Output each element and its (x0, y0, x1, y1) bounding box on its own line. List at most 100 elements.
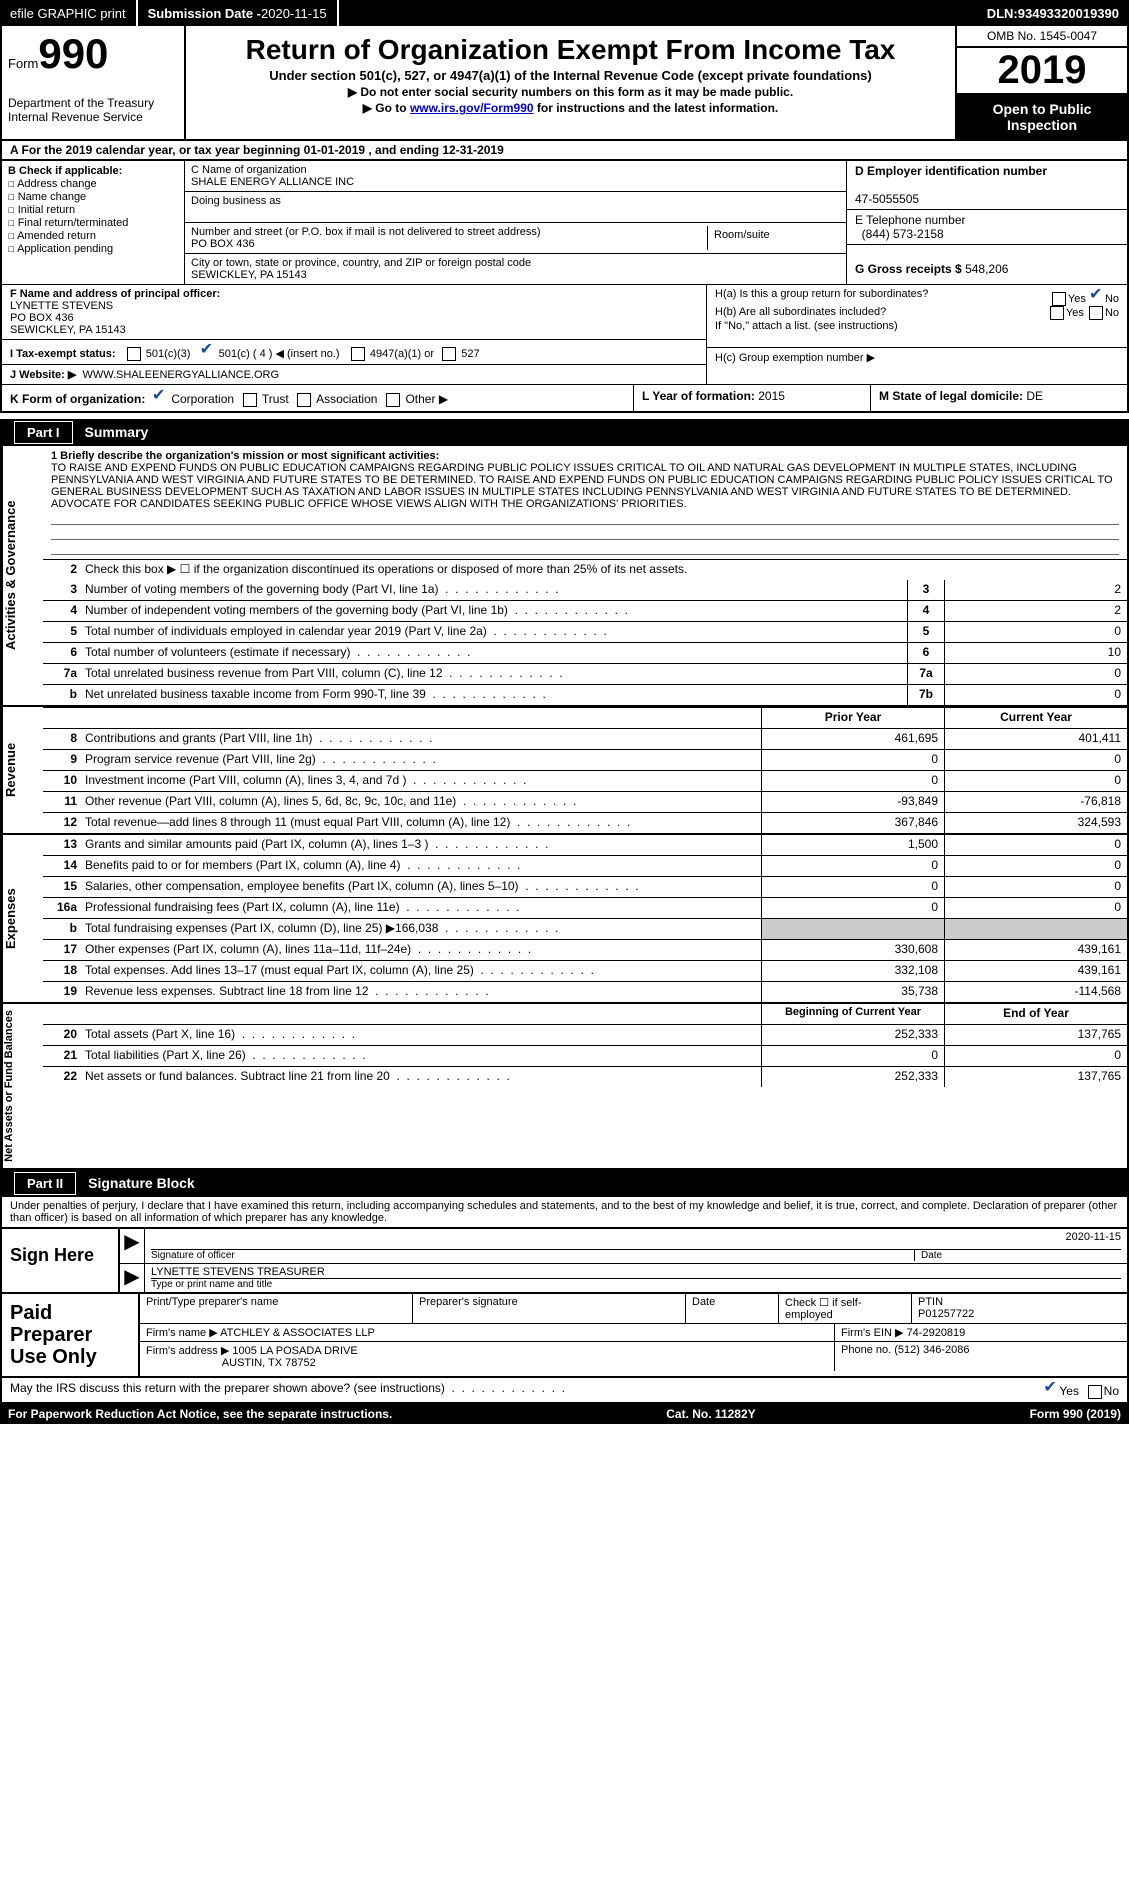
line1-intro: 1 Briefly describe the organization's mi… (51, 450, 439, 462)
ein: 47-5055505 (855, 192, 919, 206)
submission-date: Submission Date - 2020-11-15 (138, 0, 339, 26)
firm-addr1: 1005 LA POSADA DRIVE (232, 1345, 357, 1357)
street-label: Number and street (or P.O. box if mail i… (191, 226, 541, 238)
summary-row: 14Benefits paid to or for members (Part … (43, 856, 1127, 877)
vtab-net: Net Assets or Fund Balances (2, 1004, 43, 1168)
vtab-rev: Revenue (2, 707, 43, 833)
part2-num: Part II (14, 1172, 76, 1195)
irs-label: Internal Revenue Service (8, 110, 178, 124)
hb-label: H(b) Are all subordinates included? (715, 306, 886, 320)
summary-net: Net Assets or Fund Balances Beginning of… (0, 1004, 1129, 1170)
paid-preparer-block: Paid Preparer Use Only Print/Type prepar… (0, 1294, 1129, 1378)
current-year-hdr: Current Year (944, 708, 1127, 728)
form-number: 990 (38, 30, 108, 77)
summary-row: 17Other expenses (Part IX, column (A), l… (43, 940, 1127, 961)
firm-ein: 74-2920819 (907, 1327, 966, 1339)
officer-city: SEWICKLEY, PA 15143 (10, 324, 126, 336)
gross-label: G Gross receipts $ (855, 262, 962, 276)
summary-row: 13Grants and similar amounts paid (Part … (43, 835, 1127, 856)
header-title-block: Return of Organization Exempt From Incom… (186, 26, 955, 139)
top-black-bar: efile GRAPHIC print Submission Date - 20… (0, 0, 1129, 26)
summary-row: 21Total liabilities (Part X, line 26)00 (43, 1046, 1127, 1067)
street: PO BOX 436 (191, 238, 255, 250)
sign-here-block: Sign Here ▶ 2020-11-15 Signature of offi… (0, 1228, 1129, 1294)
end-year-hdr: End of Year (944, 1004, 1127, 1024)
summary-row: 22Net assets or fund balances. Subtract … (43, 1067, 1127, 1087)
paid-preparer-label: Paid Preparer Use Only (2, 1294, 140, 1376)
form-ref: Form 990 (2019) (1030, 1407, 1121, 1421)
part1-num: Part I (14, 421, 73, 444)
perjury-text: Under penalties of perjury, I declare th… (0, 1197, 1129, 1228)
website: WWW.SHALEENERGYALLIANCE.ORG (82, 369, 279, 381)
summary-row: 4Number of independent voting members of… (43, 601, 1127, 622)
officer-name-title: LYNETTE STEVENS TREASURER (151, 1266, 1121, 1279)
sign-here-label: Sign Here (2, 1229, 120, 1292)
checkmark-icon (152, 389, 168, 403)
c-name-label: C Name of organization (191, 164, 307, 176)
summary-row: 3Number of voting members of the governi… (43, 580, 1127, 601)
summary-row: 19Revenue less expenses. Subtract line 1… (43, 982, 1127, 1002)
state-domicile: DE (1026, 389, 1043, 403)
row-klm: K Form of organization: Corporation Trus… (0, 384, 1129, 413)
summary-row: 8Contributions and grants (Part VIII, li… (43, 729, 1127, 750)
may-irs-text: May the IRS discuss this return with the… (10, 1381, 565, 1399)
m-label: M State of legal domicile: (879, 389, 1026, 403)
part1-header: Part I Summary (0, 419, 1129, 446)
hc-label: H(c) Group exemption number ▶ (707, 348, 1127, 367)
b-title: B Check if applicable: (8, 165, 122, 177)
line2: Check this box ▶ ☐ if the organization d… (81, 560, 1127, 580)
dept-treasury: Department of the Treasury (8, 96, 178, 110)
officer-street: PO BOX 436 (10, 312, 74, 324)
ein-label: D Employer identification number (855, 164, 1047, 178)
firm-name: ATCHLEY & ASSOCIATES LLP (220, 1327, 375, 1339)
hb-note: If "No," attach a list. (see instruction… (715, 320, 1119, 332)
cat-no: Cat. No. 11282Y (666, 1407, 755, 1421)
vtab-ag: Activities & Governance (2, 446, 43, 705)
summary-row: 10Investment income (Part VIII, column (… (43, 771, 1127, 792)
officer-name: LYNETTE STEVENS (10, 300, 113, 312)
part2-title: Signature Block (76, 1172, 207, 1194)
open-to-public: Open to Public Inspection (957, 95, 1127, 139)
summary-row: 11Other revenue (Part VIII, column (A), … (43, 792, 1127, 813)
may-irs-row: May the IRS discuss this return with the… (0, 1378, 1129, 1404)
summary-row: 18Total expenses. Add lines 13–17 (must … (43, 961, 1127, 982)
summary-row: 6Total number of volunteers (estimate if… (43, 643, 1127, 664)
header-right: OMB No. 1545-0047 2019 Open to Public In… (955, 26, 1127, 139)
prior-year-hdr: Prior Year (761, 708, 944, 728)
summary-row: bTotal fundraising expenses (Part IX, co… (43, 919, 1127, 940)
form-word: Form (8, 56, 38, 71)
dln: DLN: 93493320019390 (977, 0, 1129, 26)
dba-label: Doing business as (191, 195, 281, 207)
phone-label: E Telephone number (855, 213, 966, 227)
firm-addr2: AUSTIN, TX 78752 (222, 1357, 316, 1369)
sig-date: 2020-11-15 (1066, 1231, 1121, 1249)
j-label: J Website: ▶ (10, 369, 76, 381)
city: SEWICKLEY, PA 15143 (191, 269, 307, 281)
k-label: K Form of organization: (10, 392, 145, 406)
ssn-warning: ▶ Do not enter social security numbers o… (196, 85, 945, 99)
checkmark-icon (1089, 288, 1105, 302)
arrow-icon: ▶ (120, 1264, 145, 1292)
checkmark-icon (200, 343, 216, 357)
type-name-label: Type or print name and title (151, 1279, 1121, 1290)
year-formation: 2015 (758, 389, 785, 403)
instructions-link-row: ▶ Go to www.irs.gov/Form990 for instruct… (196, 101, 945, 115)
summary-rev: Revenue Prior Year Current Year 8Contrib… (0, 707, 1129, 835)
summary-row: 12Total revenue—add lines 8 through 11 (… (43, 813, 1127, 833)
form-subtitle: Under section 501(c), 527, or 4947(a)(1)… (196, 68, 945, 83)
f-label: F Name and address of principal officer: (10, 288, 220, 300)
summary-row: 5Total number of individuals employed in… (43, 622, 1127, 643)
firm-phone: (512) 346-2086 (894, 1344, 969, 1356)
efile-label: efile GRAPHIC print (0, 0, 138, 26)
form-990-page: efile GRAPHIC print Submission Date - 20… (0, 0, 1129, 1424)
checkmark-icon (1043, 1381, 1059, 1395)
column-d: D Employer identification number 47-5055… (847, 161, 1127, 284)
irs-link[interactable]: www.irs.gov/Form990 (410, 101, 534, 115)
part1-title: Summary (73, 421, 161, 443)
summary-row: 15Salaries, other compensation, employee… (43, 877, 1127, 898)
form-title: Return of Organization Exempt From Incom… (196, 34, 945, 66)
section-bcd: B Check if applicable: ☐ Address change … (0, 161, 1129, 284)
sig-officer-label: Signature of officer (151, 1249, 914, 1261)
beg-year-hdr: Beginning of Current Year (761, 1004, 944, 1024)
paperwork-notice: For Paperwork Reduction Act Notice, see … (8, 1407, 392, 1421)
